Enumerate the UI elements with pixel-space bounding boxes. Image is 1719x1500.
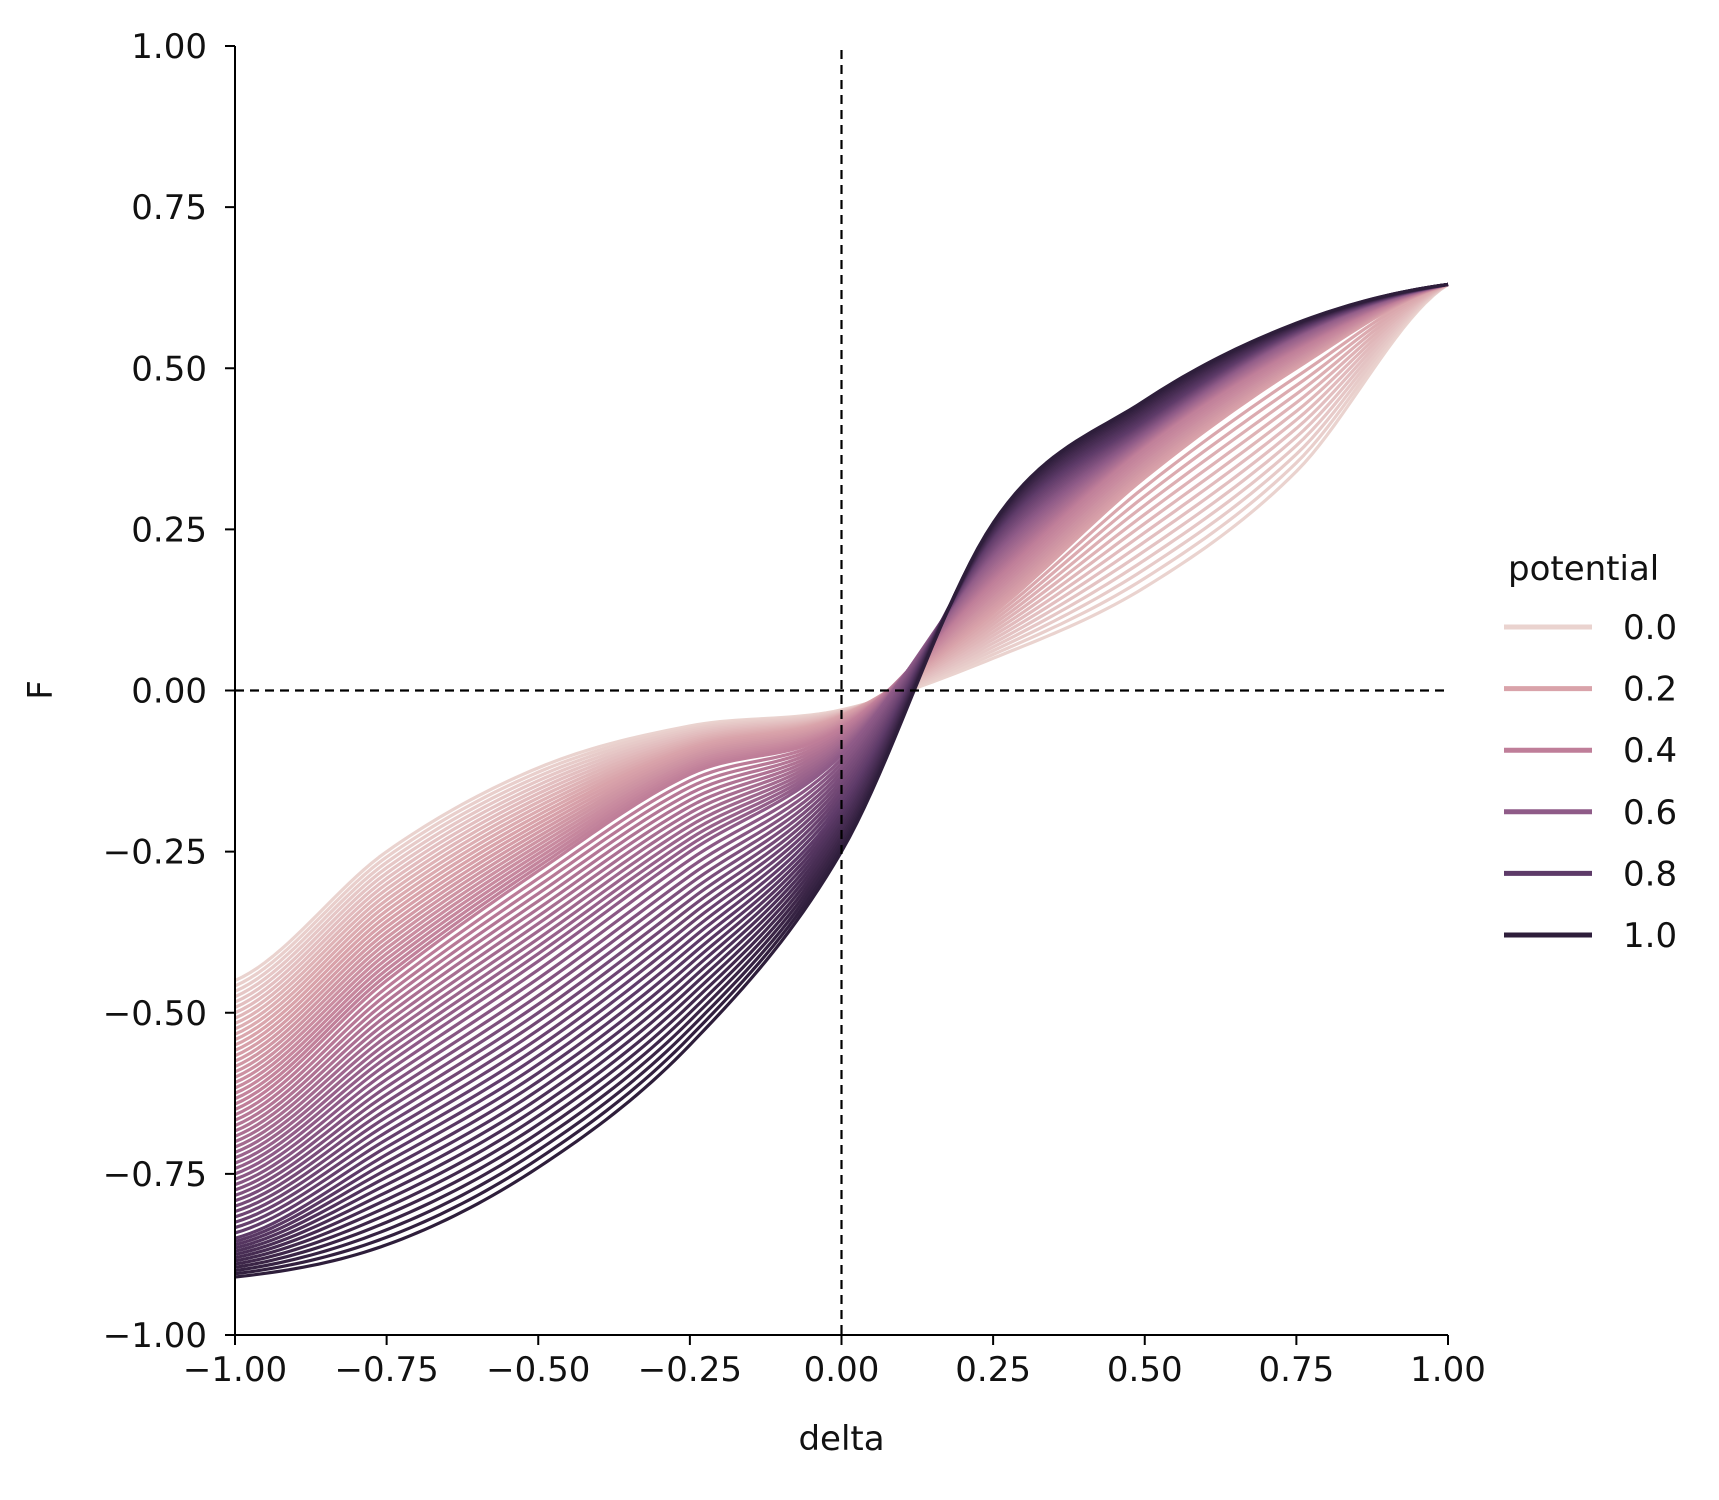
x-tick-label: 0.25 <box>955 1350 1031 1390</box>
legend-label: 0.4 <box>1623 731 1677 771</box>
y-tick-label: 0.00 <box>131 672 207 712</box>
y-tick-label: −1.00 <box>103 1316 207 1356</box>
legend-label: 0.2 <box>1623 670 1677 710</box>
y-axis-label: F <box>21 680 61 700</box>
legend-title: potential <box>1508 549 1659 589</box>
x-tick-label: 1.00 <box>1410 1350 1486 1390</box>
legend-label: 0.6 <box>1623 793 1677 833</box>
x-ticks: −1.00 −0.75 −0.50 −0.25 0.00 0.25 0.50 0.75 1.00 <box>183 1335 1486 1390</box>
y-tick-label: −0.50 <box>103 994 207 1034</box>
legend-entries: 0.0 0.2 0.4 0.6 0.8 1.0 <box>1504 608 1677 956</box>
legend-label: 1.0 <box>1623 916 1677 956</box>
x-tick-label: 0.50 <box>1107 1350 1183 1390</box>
y-tick-label: 0.25 <box>131 510 207 550</box>
x-tick-label: −1.00 <box>183 1350 287 1390</box>
axes: −1.00 −0.75 −0.50 −0.25 0.00 0.25 0.50 0.75 1.00… <box>21 27 1486 1459</box>
reference-lines <box>235 50 1448 1335</box>
y-tick-label: 0.50 <box>131 349 207 389</box>
y-tick-label: 1.00 <box>131 27 207 67</box>
x-tick-label: 0.00 <box>804 1350 880 1390</box>
legend: potential 0.0 0.2 0.4 0.6 0.8 1.0 <box>1504 549 1677 956</box>
legend-label: 0.0 <box>1623 608 1677 648</box>
x-axis-label: delta <box>798 1419 884 1459</box>
y-tick-label: 0.75 <box>131 188 207 228</box>
x-tick-label: −0.50 <box>486 1350 590 1390</box>
y-tick-label: −0.25 <box>103 833 207 873</box>
y-ticks: −1.00 −0.75 −0.50 −0.25 0.00 0.25 0.50 0.75 1.00 <box>103 27 235 1356</box>
y-tick-label: −0.75 <box>103 1155 207 1195</box>
x-tick-label: −0.25 <box>638 1350 742 1390</box>
x-tick-label: 0.75 <box>1259 1350 1335 1390</box>
legend-label: 0.8 <box>1623 854 1677 894</box>
x-tick-label: −0.75 <box>335 1350 439 1390</box>
